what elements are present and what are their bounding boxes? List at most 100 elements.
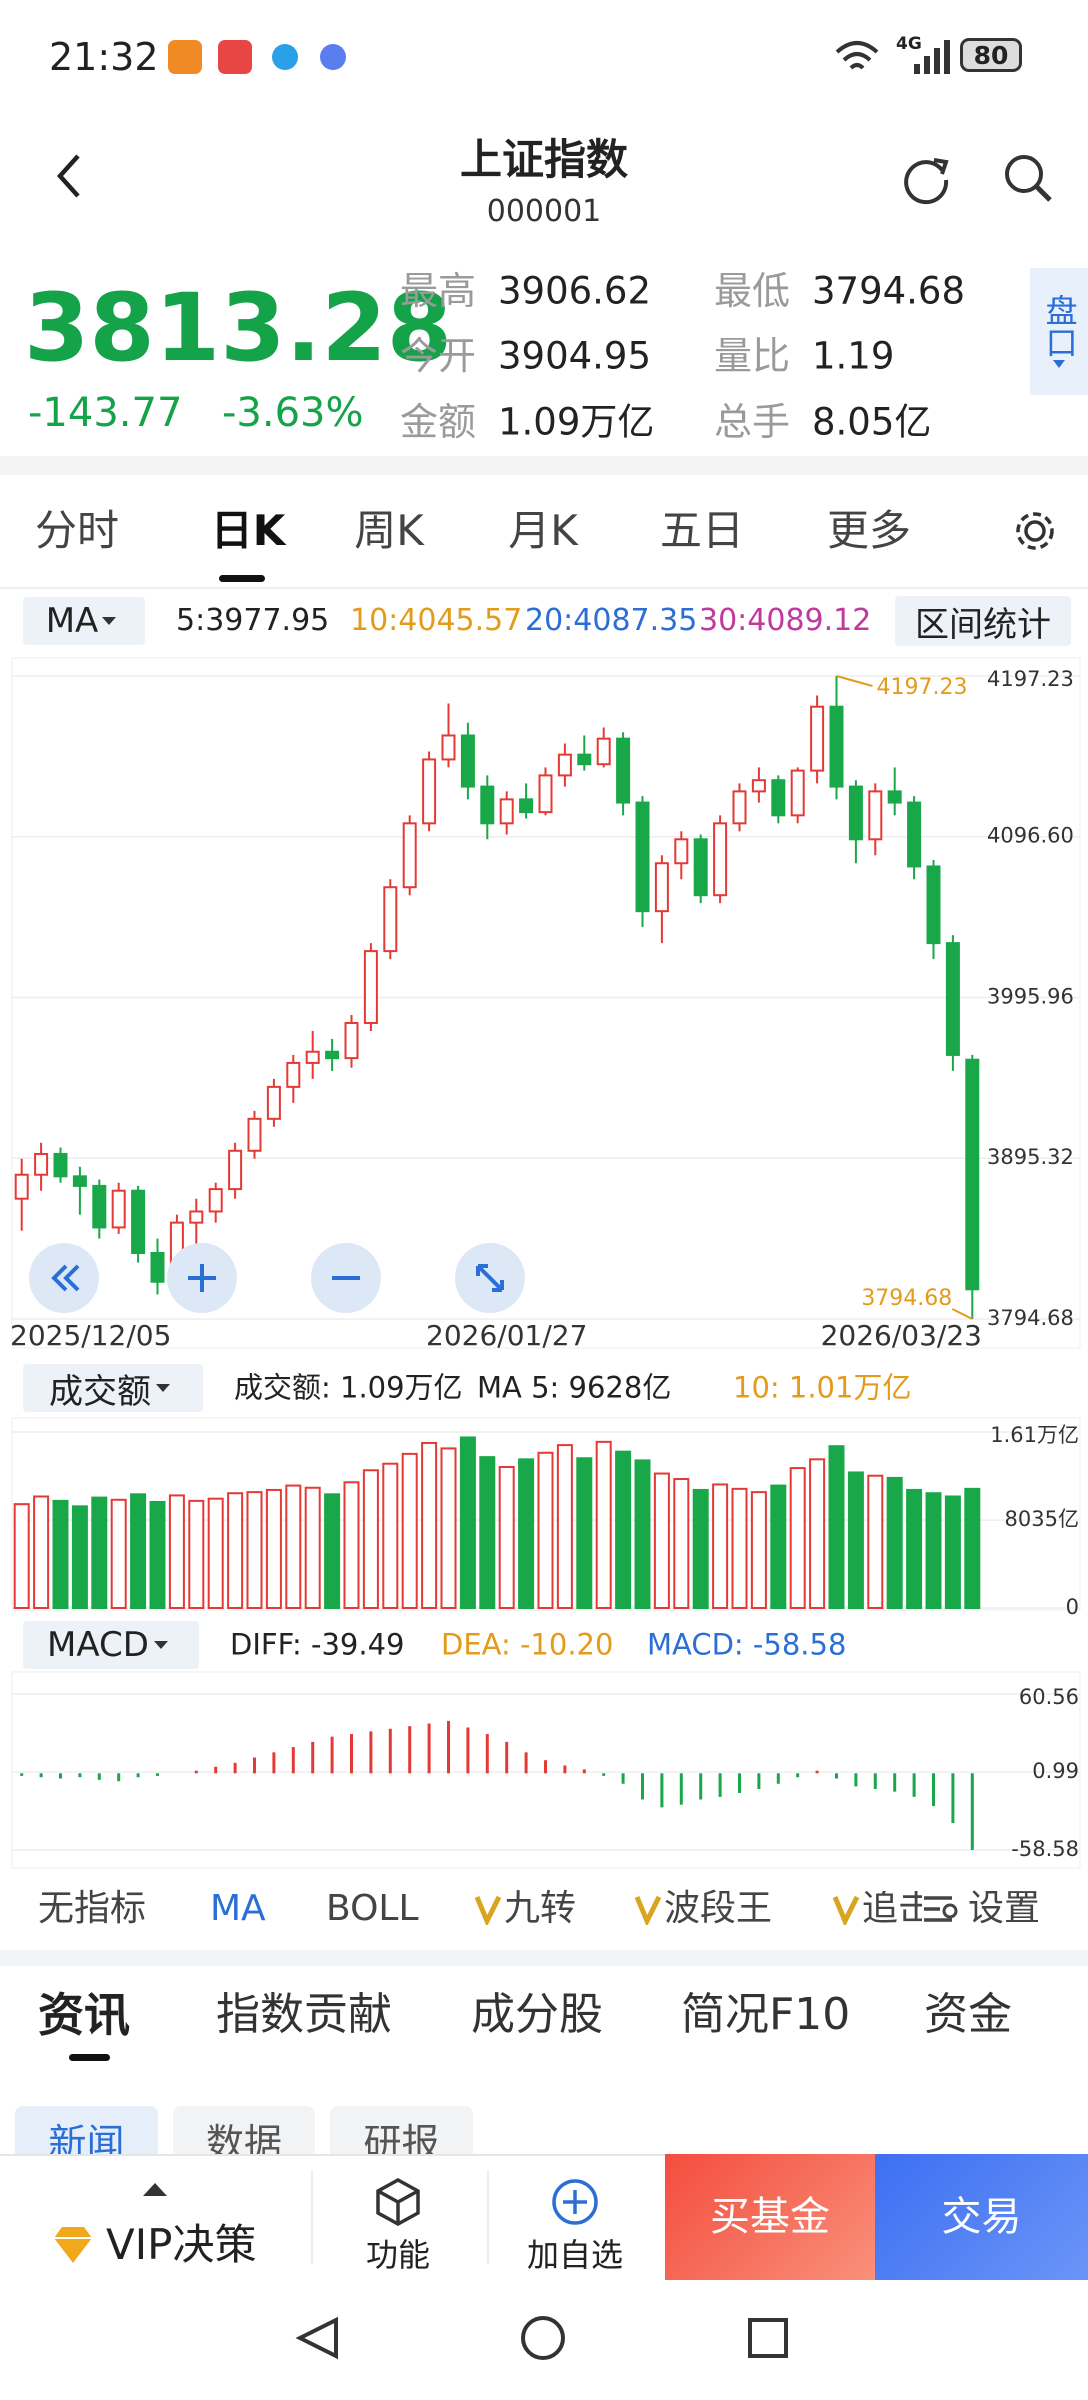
candle-body bbox=[460, 734, 475, 788]
stat-value: 1.19 bbox=[812, 334, 895, 378]
news-subtab[interactable]: 数据 bbox=[173, 2106, 315, 2154]
nav-recents[interactable] bbox=[748, 2318, 788, 2358]
candle-body bbox=[325, 1050, 340, 1060]
indicator-tab[interactable]: 波段王 bbox=[664, 1888, 773, 1929]
diff-legend: DIFF: -39.49 bbox=[230, 1627, 405, 1662]
settings-gear[interactable] bbox=[1012, 508, 1058, 554]
period-tab[interactable]: 更多 bbox=[826, 506, 912, 555]
app-icon bbox=[218, 40, 252, 74]
zoom-out-button[interactable] bbox=[311, 1243, 381, 1313]
indicator-settings[interactable]: 设置 bbox=[922, 1880, 1088, 1938]
volume-bar bbox=[537, 1451, 554, 1609]
trade-button[interactable]: 交易 bbox=[875, 2154, 1088, 2280]
order-book-label: 盘口 bbox=[1040, 293, 1079, 358]
macd-frame bbox=[11, 1671, 1081, 1869]
ma-selector[interactable]: MA bbox=[23, 597, 145, 645]
fullscreen-button[interactable] bbox=[455, 1243, 525, 1313]
y-tick-label: 3794.68 bbox=[987, 1306, 1074, 1330]
zoom-in-button[interactable] bbox=[167, 1243, 237, 1313]
stat-value: 3794.68 bbox=[812, 269, 966, 313]
period-tab[interactable]: 日K bbox=[210, 506, 286, 555]
volume-bar bbox=[673, 1478, 690, 1610]
candle-body bbox=[305, 1050, 320, 1064]
volume-bar bbox=[110, 1498, 127, 1609]
period-tab[interactable]: 月K bbox=[508, 506, 578, 555]
page-title: 上证指数 bbox=[459, 135, 629, 184]
v-logo bbox=[832, 1895, 860, 1925]
ma-selector-label: MA bbox=[45, 601, 99, 641]
range-stats-button[interactable]: 区间统计 bbox=[895, 596, 1071, 646]
scroll-left-button[interactable] bbox=[29, 1243, 99, 1313]
separator-band bbox=[0, 456, 1088, 475]
candle-body bbox=[363, 950, 378, 1024]
candle-body bbox=[266, 1085, 281, 1120]
app-icon bbox=[320, 44, 346, 70]
candle-body bbox=[92, 1184, 107, 1229]
volume-bar bbox=[227, 1492, 244, 1610]
period-tab[interactable]: 周K bbox=[354, 506, 424, 555]
dropdown-arrow bbox=[153, 1641, 168, 1649]
candle-body bbox=[751, 779, 766, 793]
candle-body bbox=[53, 1152, 68, 1178]
x-tick-label: 2025/12/05 bbox=[10, 1319, 171, 1352]
app-icon bbox=[272, 44, 298, 70]
volume-bar bbox=[168, 1494, 185, 1609]
nav-home[interactable] bbox=[521, 2316, 565, 2360]
indicator-tab[interactable]: 九转 bbox=[504, 1888, 577, 1929]
indicator-tab[interactable]: MA bbox=[210, 1888, 266, 1929]
ma30-legend: 30:4089.12 bbox=[699, 603, 872, 638]
extreme-leader bbox=[836, 675, 873, 687]
add-icon bbox=[552, 2179, 598, 2225]
news-tab[interactable]: 资金 bbox=[924, 1989, 1012, 2040]
function-button[interactable]: 功能 bbox=[365, 2236, 431, 2274]
back-button[interactable] bbox=[52, 150, 86, 202]
volume-bar bbox=[265, 1488, 282, 1609]
news-tab[interactable]: 成分股 bbox=[471, 1989, 603, 2040]
stat-value: 3904.95 bbox=[498, 334, 652, 378]
candle-body bbox=[422, 758, 437, 825]
news-subtab[interactable]: 新闻 bbox=[15, 2106, 158, 2154]
volume-ma10-legend: 10: 1.01万亿 bbox=[733, 1370, 912, 1405]
news-tab[interactable]: 简况F10 bbox=[681, 1989, 851, 2040]
stat-label: 总手 bbox=[714, 400, 791, 444]
order-book-button[interactable]: 盘口 bbox=[1030, 268, 1088, 395]
network-type: 4G bbox=[896, 34, 922, 54]
candle-body bbox=[402, 822, 417, 889]
expand-arrow[interactable] bbox=[140, 2180, 170, 2198]
candle-body bbox=[150, 1251, 165, 1283]
dropdown-arrow bbox=[156, 1384, 170, 1392]
news-tab[interactable]: 指数贡献 bbox=[216, 1989, 392, 2040]
volume-selector[interactable]: 成交额 bbox=[23, 1364, 203, 1412]
refresh-button[interactable] bbox=[898, 150, 954, 206]
indicator-tab[interactable]: 无指标 bbox=[38, 1888, 147, 1929]
y-tick-label: 0 bbox=[1066, 1595, 1079, 1619]
volume-bar bbox=[944, 1495, 961, 1610]
indicator-tab[interactable]: BOLL bbox=[326, 1888, 419, 1929]
volume-bar bbox=[789, 1467, 806, 1610]
stat-value: 8.05亿 bbox=[812, 400, 932, 444]
buy-fund-button[interactable]: 买基金 bbox=[665, 2154, 875, 2280]
candle-body bbox=[771, 779, 786, 817]
volume-bar bbox=[149, 1500, 166, 1610]
search-button[interactable] bbox=[1000, 150, 1056, 206]
volume-selector-label: 成交额 bbox=[49, 1371, 151, 1412]
indicator-tab[interactable]: 追击 bbox=[862, 1891, 922, 1927]
period-tab[interactable]: 五日 bbox=[659, 506, 745, 555]
macd-selector[interactable]: MACD bbox=[23, 1621, 199, 1669]
y-tick-label: -58.58 bbox=[1011, 1837, 1079, 1861]
news-subtab[interactable]: 研报 bbox=[330, 2106, 473, 2154]
candle-body bbox=[732, 790, 747, 825]
nav-back[interactable] bbox=[295, 2316, 338, 2360]
candle-body bbox=[189, 1210, 204, 1224]
period-tab[interactable]: 分时 bbox=[34, 506, 120, 555]
vip-decision[interactable]: VIP决策 bbox=[106, 2220, 257, 2269]
add-watchlist-button[interactable]: 加自选 bbox=[526, 2236, 624, 2274]
function-icon bbox=[376, 2178, 420, 2226]
candle-body bbox=[111, 1189, 126, 1229]
news-subtab-label: 数据 bbox=[205, 2121, 282, 2154]
stat-label: 今开 bbox=[400, 334, 477, 378]
y-tick-label: 60.56 bbox=[1019, 1685, 1079, 1709]
news-tab[interactable]: 资讯 bbox=[38, 1988, 130, 2042]
y-tick-label: 4197.23 bbox=[987, 667, 1074, 691]
x-tick-label: 2026/03/23 bbox=[821, 1319, 982, 1352]
